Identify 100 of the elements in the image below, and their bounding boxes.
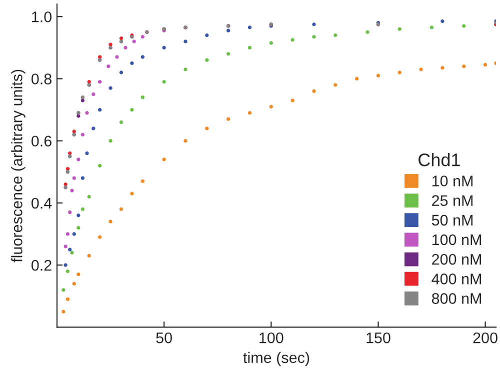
point <box>119 120 124 124</box>
point <box>66 297 70 302</box>
point <box>115 55 119 59</box>
point <box>119 36 124 40</box>
point <box>376 74 380 78</box>
point <box>162 158 166 162</box>
point <box>70 188 74 192</box>
point <box>108 86 112 90</box>
point <box>87 194 91 199</box>
point <box>269 41 273 45</box>
legend-label: 25 nM <box>432 195 473 206</box>
point <box>64 263 68 267</box>
point <box>162 46 166 50</box>
point <box>184 40 188 44</box>
point <box>80 98 85 102</box>
point <box>70 250 74 254</box>
point <box>68 210 72 214</box>
point <box>205 33 209 38</box>
point <box>226 28 230 32</box>
legend-label: 10 nM <box>432 176 473 186</box>
point <box>76 158 80 162</box>
point <box>98 108 102 112</box>
point <box>66 269 70 274</box>
point <box>85 151 89 156</box>
point <box>72 130 76 134</box>
point <box>98 55 102 59</box>
y-tick-label: 0.6 <box>32 136 52 147</box>
point <box>462 24 466 28</box>
point <box>64 182 68 186</box>
point <box>87 80 91 84</box>
point <box>92 92 96 96</box>
point <box>398 27 402 31</box>
point <box>80 176 85 180</box>
point <box>119 207 124 211</box>
point <box>76 114 80 118</box>
point <box>80 132 85 136</box>
point <box>98 235 102 239</box>
y-tick-label: 0.2 <box>32 260 52 271</box>
point <box>440 66 444 70</box>
point <box>312 89 316 93</box>
y-tick-label: 0.8 <box>32 74 52 84</box>
point <box>130 108 134 112</box>
point <box>366 30 370 34</box>
point <box>68 151 72 156</box>
legend-label: 50 nM <box>432 214 473 226</box>
point <box>334 83 338 87</box>
point <box>130 192 134 196</box>
x-axis-title: time (sec) <box>243 352 310 366</box>
x-tick-label: 100 <box>260 332 284 344</box>
point <box>354 76 359 81</box>
y-tick-label: 1.0 <box>32 11 52 22</box>
point <box>87 254 91 258</box>
point <box>248 46 252 50</box>
point <box>290 98 294 102</box>
point <box>440 19 444 24</box>
y-tick-label: 0.4 <box>32 198 52 209</box>
x-tick-label: 50 <box>156 332 172 344</box>
point <box>62 310 66 314</box>
point <box>140 34 144 39</box>
legend-title: Chd1 <box>418 153 460 166</box>
point <box>72 282 76 286</box>
point <box>108 220 112 224</box>
point <box>68 248 72 252</box>
x-tick-label: 150 <box>366 332 390 344</box>
x-tick-label: 200 <box>473 332 498 344</box>
point <box>312 22 316 26</box>
point <box>108 42 112 46</box>
point <box>140 55 144 59</box>
point <box>62 288 66 292</box>
point <box>483 62 488 67</box>
point <box>226 117 230 121</box>
point <box>80 207 85 211</box>
point <box>85 111 89 115</box>
point <box>312 34 316 39</box>
point <box>334 33 338 38</box>
point <box>130 61 134 66</box>
point <box>248 111 252 115</box>
point <box>76 214 80 218</box>
point <box>290 38 294 42</box>
point <box>269 104 273 109</box>
point <box>92 126 96 130</box>
legend-label: 100 nM <box>432 234 481 246</box>
point <box>72 232 76 236</box>
point <box>64 244 68 248</box>
point <box>184 68 188 72</box>
point <box>132 40 136 44</box>
point <box>419 68 423 72</box>
point <box>124 46 128 50</box>
point <box>66 232 70 236</box>
legend-label: 200 nM <box>432 254 481 265</box>
point <box>108 138 112 143</box>
point <box>140 96 144 100</box>
point <box>248 26 252 30</box>
point <box>184 138 188 143</box>
legend-label: 800 nM <box>432 293 481 304</box>
point <box>72 176 76 180</box>
legend-label: 400 nM <box>432 274 481 284</box>
point <box>76 226 80 230</box>
point <box>462 64 466 68</box>
point <box>205 126 209 130</box>
